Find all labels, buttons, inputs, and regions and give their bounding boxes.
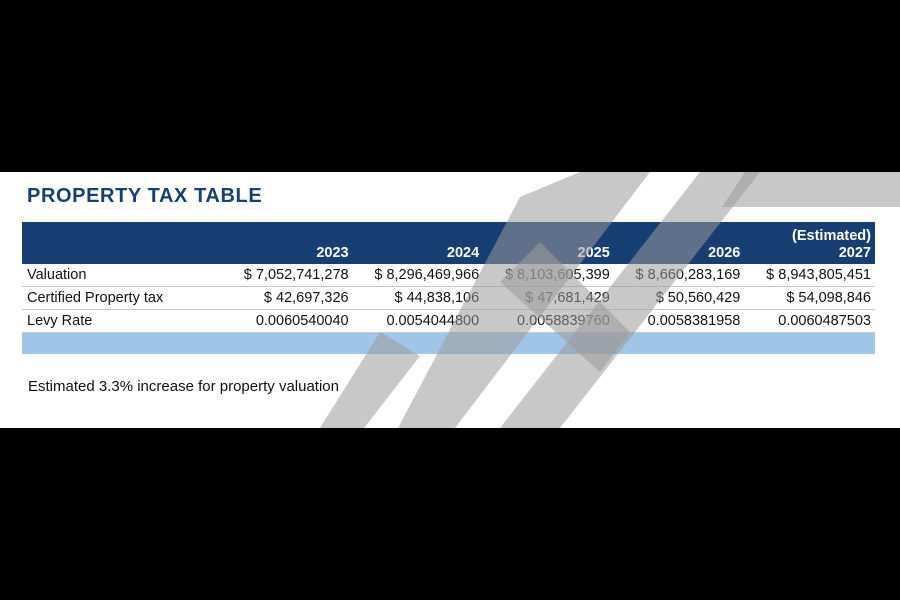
row-label: Certified Property tax	[22, 286, 222, 310]
table-cell: $ 8,660,283,169	[613, 264, 745, 287]
table-cell: 0.0058839760	[483, 309, 614, 333]
column-year: 2026	[708, 245, 741, 261]
table-cell: $ 54,098,846	[744, 286, 875, 310]
table-cell: 0.0058381958	[613, 309, 745, 333]
table-cell: $ 8,296,469,966	[352, 264, 484, 287]
table-cell: 0.0060487503	[744, 309, 875, 333]
table-cell: $ 7,052,741,278	[222, 264, 353, 287]
table-cell: $ 8,103,605,399	[483, 264, 614, 287]
header-col-2026: 2026	[614, 222, 745, 264]
property-tax-table: 2023 2024 2025 2026 (Estimated) 2027	[22, 222, 875, 354]
document-panel: PROPERTY TAX TABLE 2023 2024 2025	[0, 172, 900, 428]
column-note: (Estimated)	[792, 228, 871, 244]
column-year: 2027	[838, 245, 871, 261]
column-year: 2023	[316, 245, 349, 261]
header-col-2025: 2025	[483, 222, 614, 264]
accent-cell	[222, 332, 353, 354]
page-title: PROPERTY TAX TABLE	[27, 185, 263, 207]
table-cell: $ 42,697,326	[222, 286, 353, 310]
column-year: 2025	[577, 245, 610, 261]
footnote: Estimated 3.3% increase for property val…	[28, 378, 339, 395]
table-cell: 0.0060540040	[222, 309, 353, 333]
header-col-2027: (Estimated) 2027	[744, 222, 875, 264]
header-corner	[22, 222, 222, 264]
column-year: 2024	[446, 245, 480, 261]
row-label: Valuation	[22, 264, 222, 287]
table-cell: $ 47,681,429	[483, 286, 614, 310]
accent-cell	[352, 332, 484, 354]
table-cell: $ 8,943,805,451	[744, 264, 875, 287]
accent-cell	[483, 332, 614, 354]
watermark-stroke	[722, 172, 900, 207]
row-label: Levy Rate	[22, 309, 222, 333]
accent-row	[22, 332, 875, 354]
table-header-row: 2023 2024 2025 2026 (Estimated) 2027	[22, 222, 875, 264]
table-row: Valuation $ 7,052,741,278 $ 8,296,469,96…	[22, 264, 875, 287]
accent-cell	[744, 332, 875, 354]
table-cell: $ 50,560,429	[613, 286, 745, 310]
table-cell: $ 44,838,106	[352, 286, 484, 310]
table-row: Levy Rate 0.0060540040 0.0054044800 0.00…	[22, 309, 875, 333]
table-cell: 0.0054044800	[352, 309, 484, 333]
accent-cell	[22, 332, 222, 354]
accent-cell	[613, 332, 745, 354]
table-row: Certified Property tax $ 42,697,326 $ 44…	[22, 286, 875, 310]
header-col-2024: 2024	[353, 222, 484, 264]
header-col-2023: 2023	[222, 222, 353, 264]
